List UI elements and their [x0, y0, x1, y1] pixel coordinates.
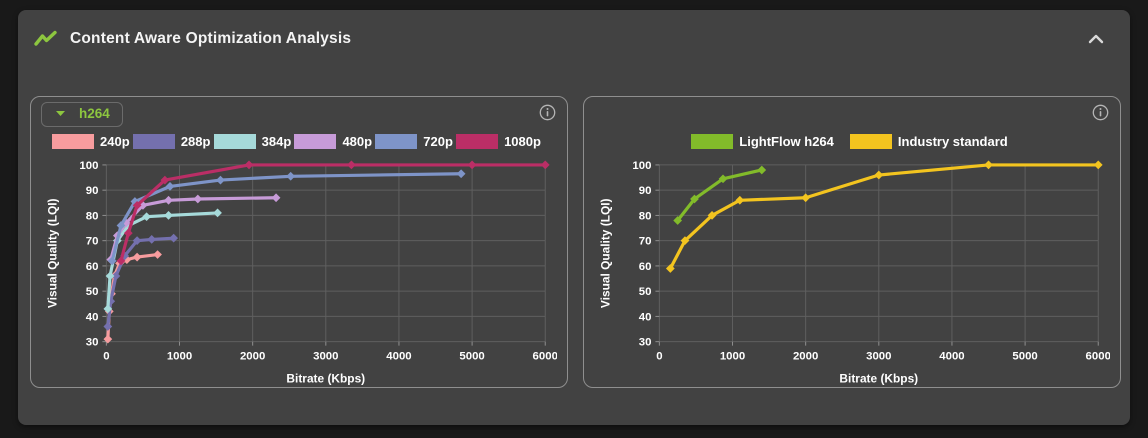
- svg-text:100: 100: [632, 160, 651, 172]
- trend-line-icon: [34, 30, 58, 48]
- legend-label: 720p: [423, 134, 453, 150]
- page-title: Content Aware Optimization Analysis: [70, 30, 352, 47]
- charts-row: h264 240p 288p 384p 480p 720p 1080p 0 1000 2000…: [30, 96, 1121, 388]
- svg-text:4000: 4000: [939, 350, 964, 362]
- svg-text:0: 0: [103, 350, 109, 362]
- svg-text:3000: 3000: [313, 350, 338, 362]
- svg-text:100: 100: [79, 160, 98, 172]
- comparison-legend: LightFlow h264 Industry standard: [605, 133, 1094, 151]
- svg-text:6000: 6000: [1086, 350, 1110, 362]
- legend-swatch: [375, 134, 418, 150]
- svg-text:4000: 4000: [386, 350, 411, 362]
- legend-item[interactable]: 384p: [213, 133, 292, 151]
- codec-dropdown-value: h264: [79, 106, 110, 121]
- legend-label: LightFlow h264: [739, 134, 834, 150]
- legend-swatch: [132, 134, 175, 150]
- comparison-chart: 0 1000 2000 3000 4000 5000 6000 30 40 50 60 70 80 90 1…: [599, 160, 1110, 385]
- svg-text:0: 0: [656, 350, 662, 362]
- analysis-card: Content Aware Optimization Analysis h264: [18, 10, 1130, 425]
- legend-item[interactable]: 480p: [294, 133, 372, 151]
- svg-text:40: 40: [639, 311, 652, 323]
- legend-swatch: [294, 134, 337, 150]
- legend-item[interactable]: LightFlow h264: [691, 133, 834, 151]
- legend-label: Industry standard: [897, 134, 1008, 150]
- panel-toolbar: h264: [31, 97, 567, 132]
- legend-swatch: [52, 134, 94, 150]
- info-icon[interactable]: [539, 104, 556, 121]
- svg-text:3000: 3000: [866, 350, 891, 362]
- svg-text:2000: 2000: [793, 350, 818, 362]
- svg-text:80: 80: [639, 210, 652, 222]
- legend-item[interactable]: 288p: [132, 133, 211, 151]
- svg-text:50: 50: [639, 286, 652, 298]
- svg-text:30: 30: [86, 336, 99, 348]
- legend-swatch: [691, 134, 734, 150]
- panel-toolbar: [584, 97, 1120, 132]
- legend-swatch: [213, 134, 256, 150]
- rate-quality-chart: 0 1000 2000 3000 4000 5000 6000 30 40 50 60 70 80 90 1…: [46, 160, 557, 385]
- svg-text:Bitrate (Kbps): Bitrate (Kbps): [286, 371, 365, 385]
- dropdown-arrow-icon: [55, 110, 66, 117]
- legend-label: 480p: [342, 134, 373, 150]
- info-icon[interactable]: [1092, 104, 1109, 121]
- svg-text:6000: 6000: [533, 350, 557, 362]
- legend-label: 1080p: [504, 134, 541, 150]
- svg-text:1000: 1000: [720, 350, 745, 362]
- svg-text:1000: 1000: [167, 350, 192, 362]
- svg-text:90: 90: [639, 185, 652, 197]
- codec-dropdown[interactable]: h264: [41, 102, 123, 127]
- resolution-legend: 240p 288p 384p 480p 720p 1080p: [52, 133, 541, 151]
- legend-item[interactable]: 1080p: [456, 133, 541, 151]
- svg-text:Visual Quality (LQI): Visual Quality (LQI): [46, 198, 60, 308]
- svg-text:5000: 5000: [459, 350, 484, 362]
- legend-swatch: [849, 134, 892, 150]
- svg-text:70: 70: [639, 235, 652, 247]
- comparison-panel: LightFlow h264 Industry standard 0 1000 200…: [583, 96, 1121, 388]
- legend-label: 288p: [180, 134, 211, 150]
- svg-text:90: 90: [86, 185, 99, 197]
- svg-text:40: 40: [86, 311, 99, 323]
- legend-item[interactable]: Industry standard: [849, 133, 1008, 151]
- svg-text:Visual Quality (LQI): Visual Quality (LQI): [599, 198, 613, 308]
- svg-text:60: 60: [86, 261, 99, 273]
- legend-label: 240p: [100, 134, 130, 150]
- svg-text:70: 70: [86, 235, 99, 247]
- svg-text:60: 60: [639, 261, 652, 273]
- svg-text:50: 50: [86, 286, 99, 298]
- svg-text:30: 30: [639, 336, 652, 348]
- legend-item[interactable]: 240p: [52, 133, 130, 151]
- legend-swatch: [456, 134, 499, 150]
- svg-text:80: 80: [86, 210, 99, 222]
- card-header: Content Aware Optimization Analysis: [18, 10, 1130, 48]
- svg-text:2000: 2000: [240, 350, 265, 362]
- collapse-button[interactable]: [1084, 30, 1108, 48]
- codec-quality-panel: h264 240p 288p 384p 480p 720p 1080p 0 1000 2000…: [30, 96, 568, 388]
- chevron-up-icon: [1088, 34, 1104, 44]
- legend-item[interactable]: 720p: [375, 133, 453, 151]
- svg-text:5000: 5000: [1012, 350, 1037, 362]
- legend-label: 384p: [261, 134, 292, 150]
- svg-text:Bitrate (Kbps): Bitrate (Kbps): [839, 371, 918, 385]
